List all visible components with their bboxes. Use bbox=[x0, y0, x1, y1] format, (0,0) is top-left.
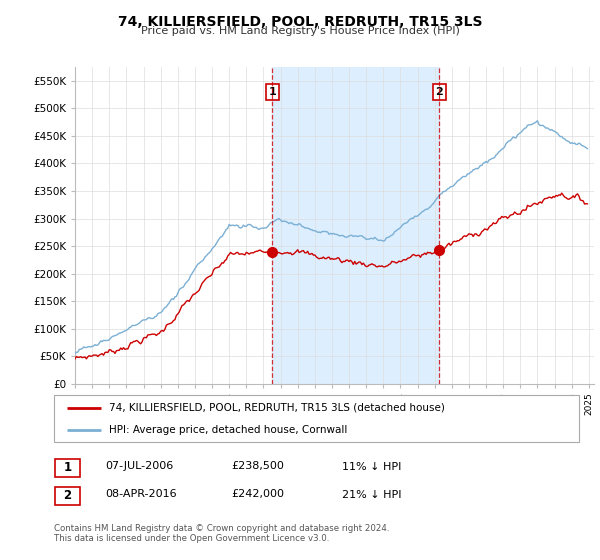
Text: HPI: Average price, detached house, Cornwall: HPI: Average price, detached house, Corn… bbox=[109, 424, 347, 435]
Text: 74, KILLIERSFIELD, POOL, REDRUTH, TR15 3LS (detached house): 74, KILLIERSFIELD, POOL, REDRUTH, TR15 3… bbox=[109, 403, 445, 413]
Text: Price paid vs. HM Land Registry's House Price Index (HPI): Price paid vs. HM Land Registry's House … bbox=[140, 26, 460, 36]
Text: £242,000: £242,000 bbox=[231, 489, 284, 500]
Text: 1: 1 bbox=[268, 87, 276, 97]
Text: 21% ↓ HPI: 21% ↓ HPI bbox=[342, 489, 401, 500]
Text: 1: 1 bbox=[64, 461, 71, 474]
FancyBboxPatch shape bbox=[55, 487, 80, 505]
Text: £238,500: £238,500 bbox=[231, 461, 284, 472]
Text: 74, KILLIERSFIELD, POOL, REDRUTH, TR15 3LS: 74, KILLIERSFIELD, POOL, REDRUTH, TR15 3… bbox=[118, 15, 482, 29]
Text: 2: 2 bbox=[436, 87, 443, 97]
Text: 08-APR-2016: 08-APR-2016 bbox=[105, 489, 176, 500]
Text: 07-JUL-2006: 07-JUL-2006 bbox=[105, 461, 173, 472]
Text: Contains HM Land Registry data © Crown copyright and database right 2024.
This d: Contains HM Land Registry data © Crown c… bbox=[54, 524, 389, 543]
FancyBboxPatch shape bbox=[55, 459, 80, 477]
Text: 2: 2 bbox=[64, 489, 71, 502]
Text: 11% ↓ HPI: 11% ↓ HPI bbox=[342, 461, 401, 472]
Bar bbox=[272, 67, 439, 384]
FancyBboxPatch shape bbox=[54, 395, 579, 442]
